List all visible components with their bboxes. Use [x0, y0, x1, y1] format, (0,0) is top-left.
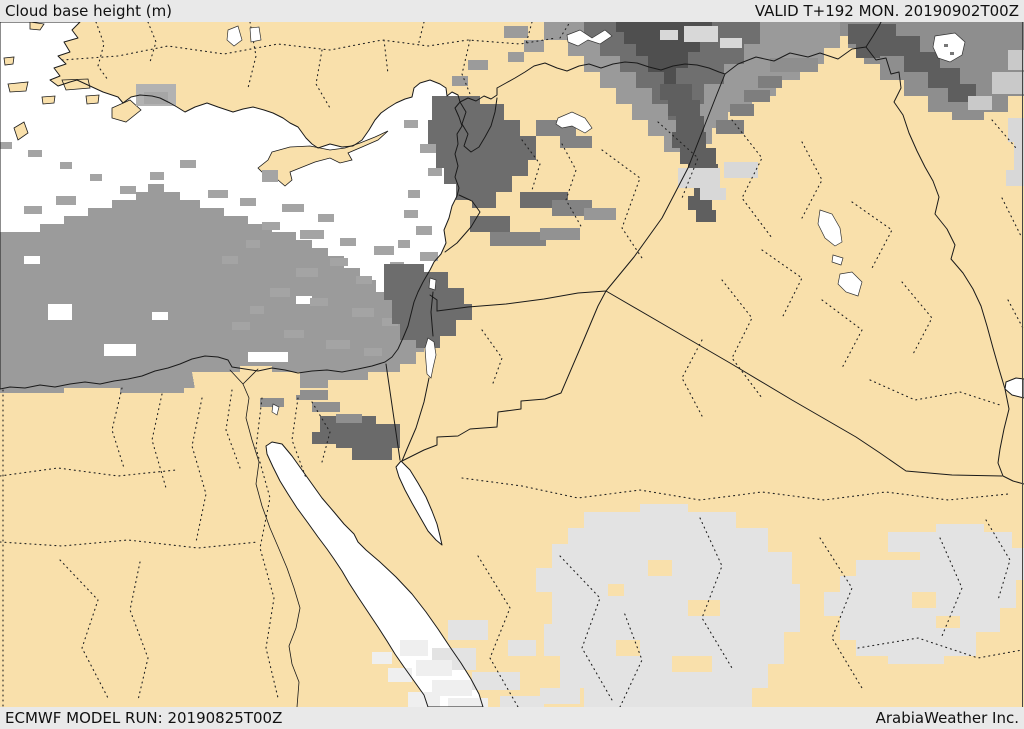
- provincial-border-layer: [0, 22, 1024, 707]
- lake-layer: [226, 25, 966, 416]
- lake-habbaniyah: [831, 254, 844, 266]
- turkey-iraq-border: [724, 22, 882, 75]
- nile-delta-branches: [229, 368, 259, 385]
- syria-jordan-border: [436, 290, 607, 312]
- urmia-islet: [944, 44, 948, 47]
- jordan-saudi-border: [401, 290, 607, 462]
- syria-iraq-border: [605, 73, 726, 292]
- jordan-river-border: [401, 291, 438, 462]
- lake-tharthar: [817, 209, 843, 247]
- cloud-mass-negev: [312, 416, 400, 460]
- ataturk-reservoir: [566, 29, 613, 47]
- aegean-island: [29, 22, 45, 31]
- hatay-border: [459, 97, 498, 153]
- river-layer: [229, 368, 301, 707]
- cloud-mass-saudi: [432, 504, 1024, 707]
- lake-razzaza: [837, 271, 863, 297]
- sea-of-galilee: [428, 277, 437, 291]
- border-layer: [385, 22, 1024, 485]
- cloud-layer: [0, 22, 1024, 707]
- cloud-pale-patches: [372, 640, 488, 707]
- nile-river: [242, 383, 301, 707]
- aegean-island: [7, 81, 29, 93]
- aegean-island: [85, 94, 100, 105]
- valid-time-label: VALID T+192 MON. 20190902T00Z: [754, 2, 1019, 20]
- turkey-syria-border: [459, 61, 726, 103]
- rhodes-island: [111, 99, 142, 123]
- lake-assad: [555, 111, 593, 134]
- suez-lakes: [271, 403, 280, 416]
- cloud-suez-specks: [260, 390, 362, 423]
- dead-sea: [424, 337, 437, 379]
- cloud-speckles: [0, 120, 442, 356]
- footer-bar: ECMWF MODEL RUN: 20190825T00Z ArabiaWeat…: [0, 707, 1024, 729]
- lebanon-syria-border: [444, 194, 481, 253]
- lake-beysehir: [249, 26, 262, 43]
- aegean-island: [13, 121, 29, 141]
- model-run-label: ECMWF MODEL RUN: 20190825T00Z: [5, 709, 283, 727]
- cloud-mass-topright: [840, 22, 1024, 120]
- header-bar: Cloud base height (m) VALID T+192 MON. 2…: [0, 0, 1024, 22]
- aegean-island: [3, 56, 15, 66]
- cloud-mass-israel: [384, 264, 472, 348]
- cloud-saudi-holes: [608, 560, 960, 672]
- lake-egirdir: [226, 25, 243, 47]
- israel-egypt-border: [385, 363, 401, 461]
- iraq-iran-border: [865, 46, 1024, 485]
- branding-label: ArabiaWeather Inc.: [875, 709, 1019, 727]
- cloud-holes: [24, 256, 312, 362]
- urmia-islet: [950, 52, 954, 55]
- aegean-island: [41, 95, 56, 105]
- map-title: Cloud base height (m): [5, 2, 173, 20]
- iraq-saudi-border: [605, 290, 1003, 477]
- aegean-island: [61, 78, 91, 91]
- lake-urmia: [932, 32, 966, 63]
